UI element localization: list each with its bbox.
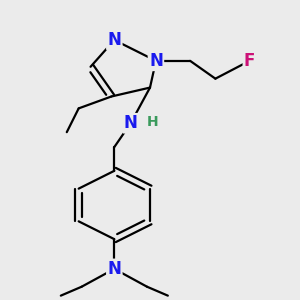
Text: N: N xyxy=(107,31,121,49)
Text: H: H xyxy=(146,116,158,129)
Text: F: F xyxy=(244,52,255,70)
Text: N: N xyxy=(124,114,138,132)
Text: N: N xyxy=(149,52,163,70)
Text: N: N xyxy=(107,260,121,278)
